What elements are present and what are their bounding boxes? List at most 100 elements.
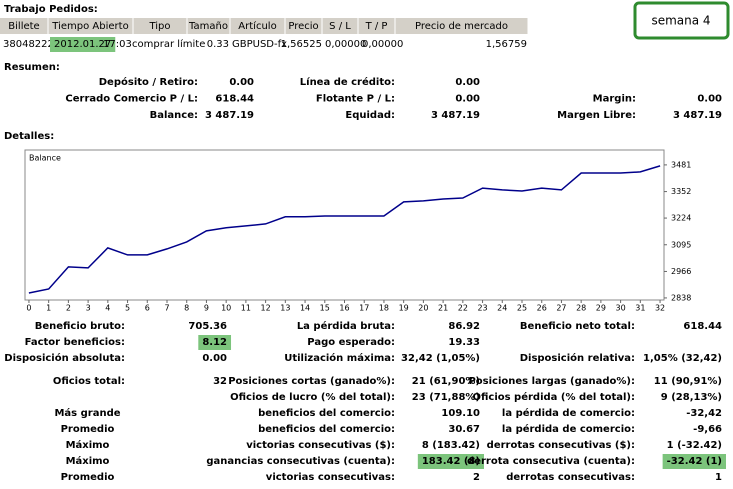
column-header: Precio	[288, 21, 318, 32]
row-value: -32,42	[686, 408, 722, 419]
row-label: beneficios del comercio:	[258, 408, 395, 419]
x-tick-label: 8	[184, 304, 189, 313]
x-tick-label: 25	[517, 304, 527, 313]
row-label: derrota consecutiva (cuenta):	[467, 456, 635, 467]
row-value: -32.42 (1)	[667, 456, 722, 467]
cell: GBPUSD-fx	[232, 39, 287, 50]
cell-date: 2012.01.27	[54, 39, 111, 50]
row-label: derrotas consecutivas ($):	[487, 440, 635, 451]
badge: semana 4	[651, 14, 710, 28]
row-label: Disposición relativa:	[520, 352, 635, 364]
row-value: 183.42 (8)	[422, 456, 480, 467]
row-value: 21 (61,90%)	[412, 376, 480, 387]
table-header-bg	[0, 18, 528, 34]
x-tick-label: 16	[339, 304, 349, 313]
row-label: Más grande	[54, 407, 120, 419]
cell: comprar límite	[132, 38, 205, 50]
row-label: Equidad:	[345, 110, 395, 121]
cell: 0,00000	[325, 39, 366, 50]
row-value: 1	[715, 472, 722, 483]
x-tick-label: 20	[418, 304, 428, 313]
x-tick-label: 11	[241, 304, 251, 313]
row-label: Posiciones cortas (ganado%):	[228, 376, 395, 387]
row-value: 32	[213, 376, 227, 387]
balance-line	[28, 165, 661, 294]
cell: 38048222	[3, 39, 54, 50]
x-tick-label: 4	[105, 304, 110, 313]
row-label: Utilización máxima:	[284, 352, 395, 364]
row-label: Máximo	[66, 455, 110, 467]
row-value: 11 (90,91%)	[654, 376, 722, 387]
cell: 17:03	[103, 39, 132, 50]
row-label: Margin:	[593, 94, 636, 105]
row-label: Factor beneficios:	[25, 337, 125, 348]
row-label: victorias consecutivas:	[266, 472, 395, 483]
row-value: 0.00	[202, 353, 227, 364]
row-label: Línea de crédito:	[300, 76, 395, 88]
row-value: 0.00	[455, 94, 480, 105]
x-tick-label: 5	[125, 304, 130, 313]
x-tick-label: 31	[635, 304, 645, 313]
row-value: 30.67	[448, 424, 480, 435]
orders-title: Trabajo Pedidos:	[4, 4, 98, 15]
row-label: Balance:	[150, 110, 198, 121]
x-tick-label: 2	[66, 304, 71, 313]
row-label: Margen Libre:	[557, 110, 636, 121]
row-label: Pago esperado:	[307, 337, 395, 348]
y-tick-label: 3095	[671, 240, 691, 249]
x-tick-label: 1	[46, 304, 51, 313]
row-label: derrotas consecutivas:	[506, 472, 635, 483]
x-tick-label: 27	[556, 304, 566, 313]
row-value: -9,66	[693, 424, 722, 435]
x-tick-label: 22	[458, 304, 468, 313]
highlight	[198, 335, 232, 350]
x-tick-label: 10	[221, 304, 231, 313]
row-value: 8.12	[202, 337, 227, 348]
y-tick-label: 2838	[671, 293, 691, 302]
column-header: Artículo	[238, 20, 276, 32]
row-value: 2	[473, 472, 480, 483]
row-label: Máximo	[66, 439, 110, 451]
y-tick-label: 3352	[671, 187, 691, 196]
row-value: 1 (-32.42)	[667, 440, 722, 451]
y-tick-label: 3481	[671, 160, 691, 169]
highlight	[662, 454, 726, 469]
row-label: Flotante P / L:	[316, 94, 395, 105]
row-label: Cerrado Comercio P / L:	[65, 94, 198, 105]
row-value: 3 487.19	[205, 110, 254, 121]
x-tick-label: 30	[616, 304, 626, 313]
row-label: Posiciones largas (ganado%):	[468, 376, 635, 387]
row-label: Beneficio bruto:	[35, 321, 125, 332]
row-label: victorias consecutivas ($):	[246, 440, 395, 451]
row-label: Promedio	[61, 424, 115, 435]
row-value: 9 (28,13%)	[661, 392, 722, 403]
row-value: 23 (71,88%)	[412, 392, 480, 403]
x-tick-label: 26	[537, 304, 547, 313]
row-value: 3 487.19	[673, 110, 722, 121]
row-value: 0.00	[455, 77, 480, 88]
row-label: Depósito / Retiro:	[99, 76, 198, 88]
row-label: Promedio	[61, 472, 115, 483]
row-label: Beneficio neto total:	[520, 321, 635, 332]
chart-frame	[24, 149, 665, 301]
row-value: 618.44	[215, 94, 254, 105]
row-value: 0.00	[229, 77, 254, 88]
row-value: 618.44	[683, 321, 722, 332]
x-tick-label: 0	[26, 304, 31, 313]
row-value: 109.10	[441, 408, 480, 419]
column-header: Tipo	[148, 21, 170, 32]
column-header: Tiempo Abierto	[51, 21, 128, 32]
row-value: 1,05% (32,42)	[643, 353, 722, 364]
row-value: 19.33	[448, 337, 480, 348]
column-header: S / L	[329, 21, 351, 32]
row-value: 32,42 (1,05%)	[401, 353, 480, 364]
x-tick-label: 24	[497, 304, 507, 313]
y-tick-label: 3224	[671, 214, 691, 223]
highlight	[50, 37, 116, 52]
row-label: la pérdida de comercio:	[502, 423, 635, 435]
row-label: ganancias consecutivas (cuenta):	[206, 456, 395, 467]
x-tick-label: 15	[320, 304, 330, 313]
row-value: 8 (183.42)	[422, 440, 480, 451]
row-value: 0.00	[697, 94, 722, 105]
